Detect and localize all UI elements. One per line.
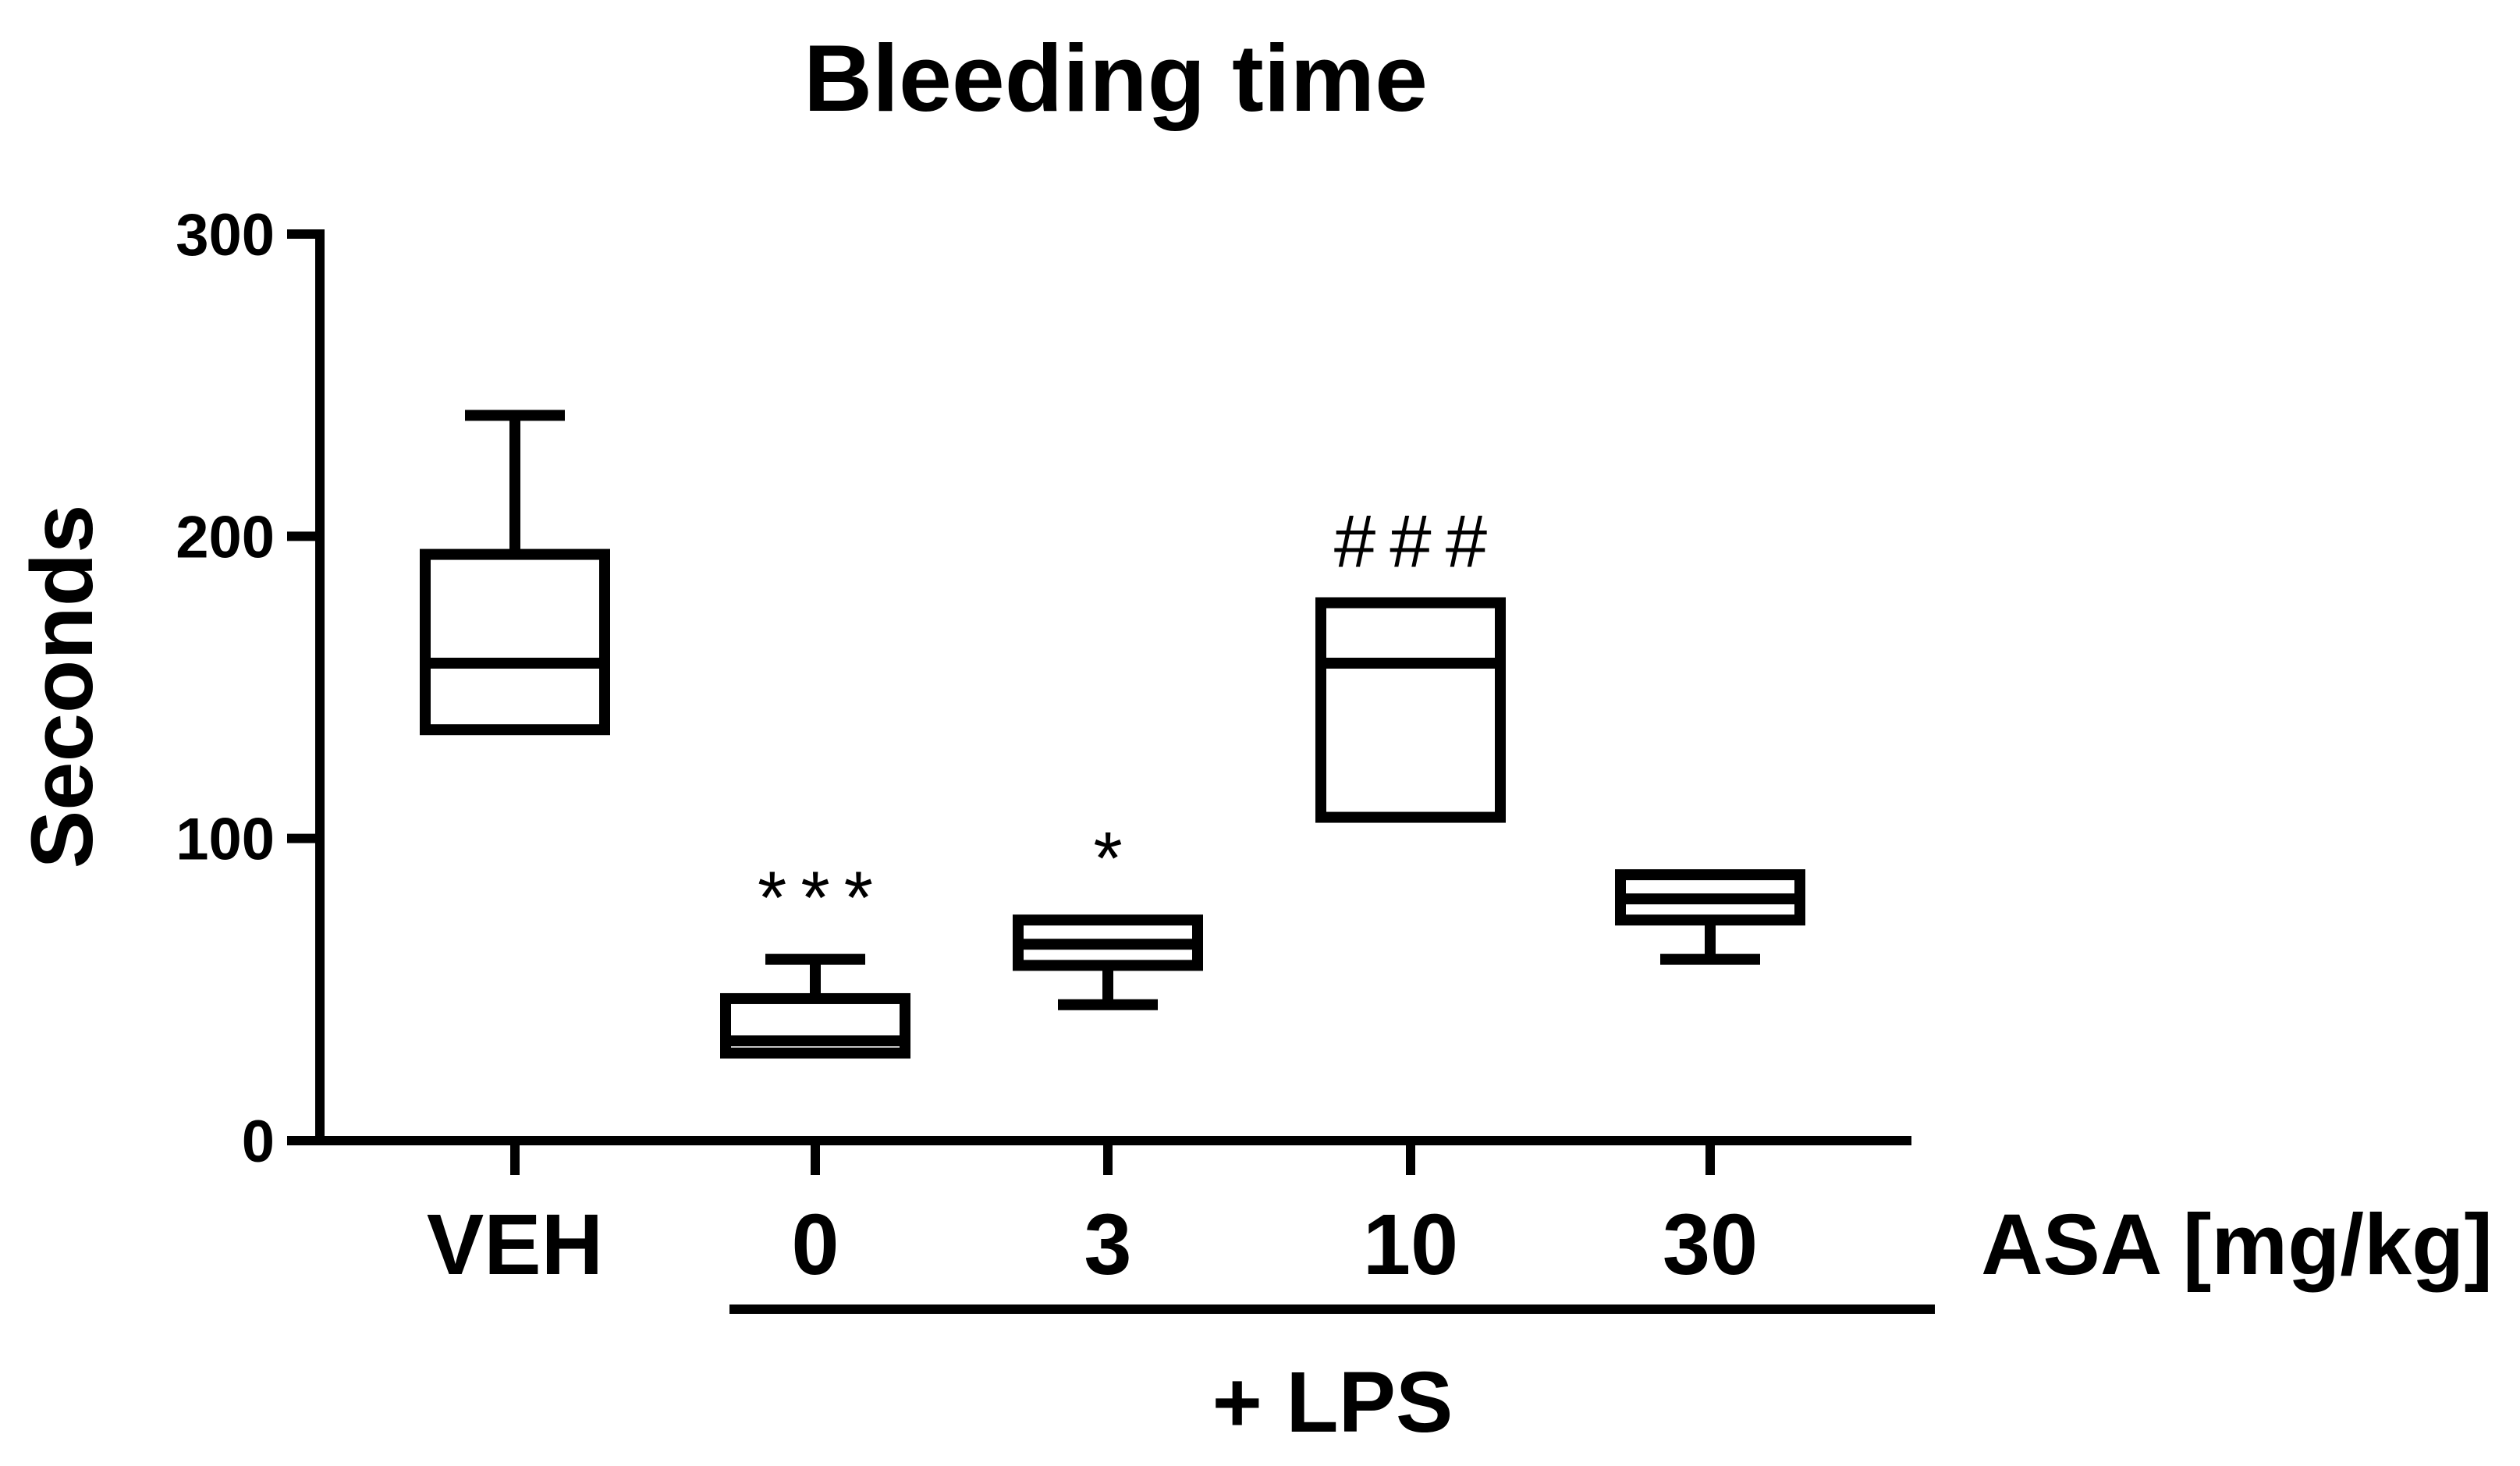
x-tick-label: 10 [1363,1197,1458,1293]
x-tick-label: VEH [427,1197,603,1293]
x-axis-label: ASA [mg/kg] [1981,1197,2493,1293]
y-ticks: 0 100 200 300 [176,202,320,1175]
box-asa-0 [720,953,910,1059]
y-tick-label: 0 [242,1109,275,1175]
y-tick-label: 200 [176,504,275,570]
x-ticks: VEH 0 3 10 30 [427,1141,1758,1293]
box-asa-30 [1615,869,1805,965]
x-tick-label: 0 [791,1197,839,1293]
y-tick-label: 300 [176,202,275,268]
x-tick-label: 30 [1663,1197,1758,1293]
lps-group-label: + LPS [1212,1354,1453,1450]
box-asa-10 [1315,597,1506,823]
significance-marker: *** [758,857,887,940]
box-asa-3 [1013,914,1203,1010]
significance-marker: ### [1334,500,1501,584]
x-tick-label: 3 [1084,1197,1131,1293]
significance-marker: * [1093,817,1136,900]
significance-annotations: *** *### [758,500,1501,940]
boxes [420,410,1805,1059]
y-tick-label: 100 [176,807,275,873]
y-axis-label: Seconds [13,505,111,869]
chart-title: Bleeding time [804,25,1428,131]
axes [315,229,1911,1145]
box-body [420,548,610,736]
box-veh [420,410,610,736]
box-body [1315,597,1506,823]
